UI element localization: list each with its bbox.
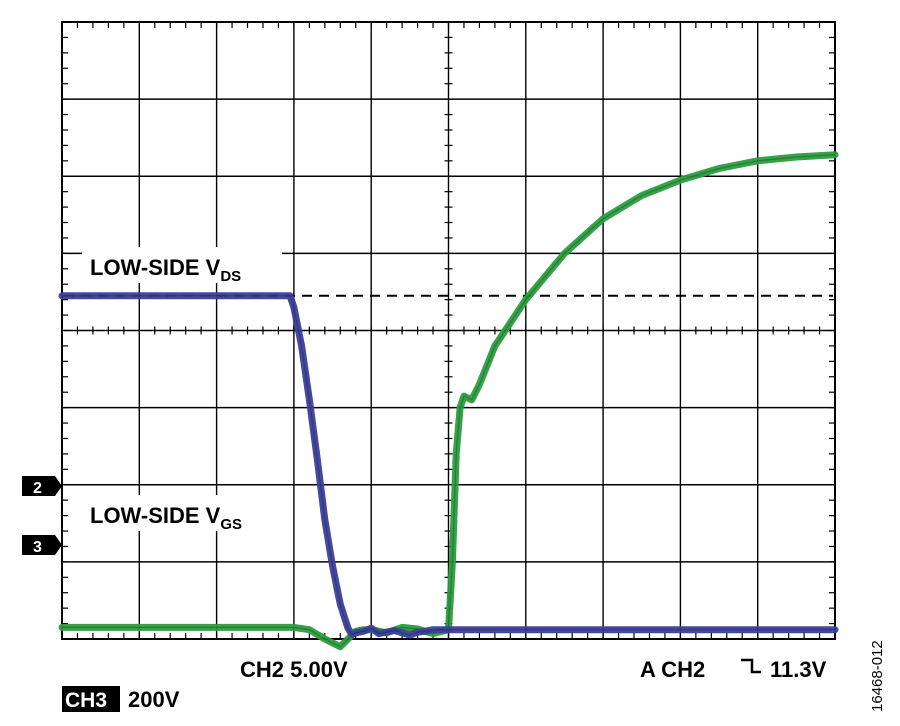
center-axis-ticks — [61, 21, 836, 640]
channel-2-marker: 2 — [22, 476, 62, 497]
ch3-badge-label: CH3 — [65, 689, 107, 712]
channel-2-marker-label: 2 — [33, 480, 42, 497]
falling-edge-icon — [741, 658, 761, 674]
trace-low-side-vds-core — [62, 295, 835, 636]
trigger-label: A CH2 — [640, 657, 705, 682]
vds-label: LOW-SIDE VDS — [90, 255, 241, 285]
vgs-label-background — [82, 495, 282, 531]
trace-low-side-vds — [58, 292, 839, 639]
traces — [58, 151, 839, 651]
ch3-scale-label: 200V — [128, 687, 180, 712]
figure-id: 16468-012 — [869, 640, 886, 712]
vds-label-background — [82, 247, 282, 283]
ch3-badge-background — [62, 686, 120, 712]
vgs-label: LOW-SIDE VGS — [90, 503, 242, 533]
trigger-value-label: 11.3V — [770, 657, 827, 682]
ch2-scale-label: CH2 5.00V — [240, 657, 348, 682]
channel-3-marker: 3 — [22, 535, 62, 556]
channel-3-marker-label: 3 — [33, 539, 42, 556]
